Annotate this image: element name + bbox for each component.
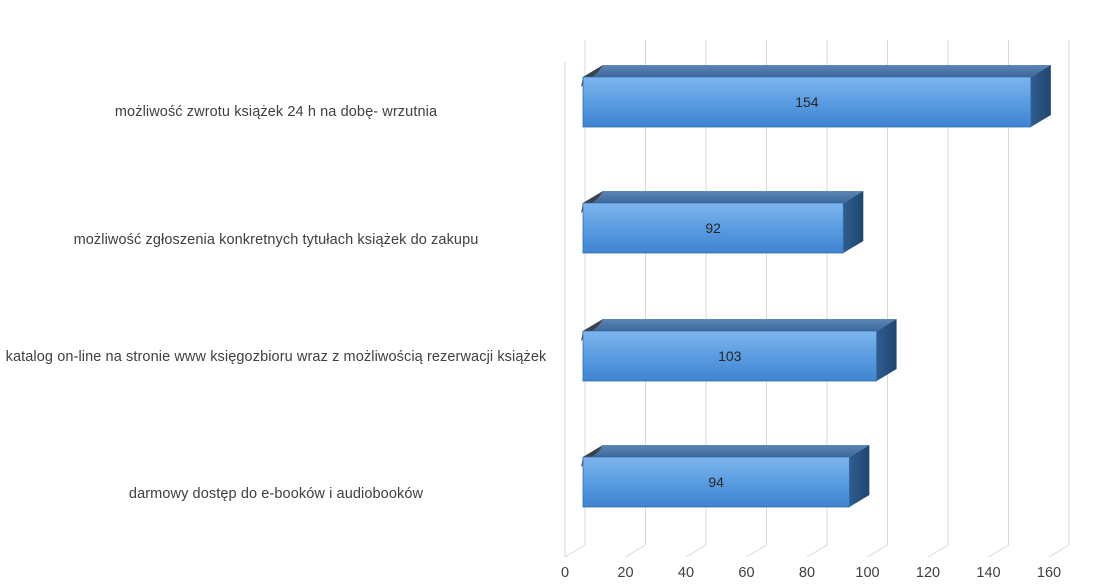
x-tick-label-8: 160 [1037, 565, 1061, 579]
floor-line-2 [685, 544, 707, 558]
category-label-0: możliwość zwrotu książek 24 h na dobę- w… [114, 104, 438, 120]
x-tick-label-6: 120 [916, 565, 940, 579]
bar-top-0 [583, 65, 1051, 77]
x-tick-label-7: 140 [976, 565, 1000, 579]
bar-front-1 [582, 202, 844, 254]
data-label-3: 94 [708, 474, 724, 490]
bar-1: 92 [581, 191, 864, 254]
category-label-3: darmowy dostęp do e-booków i audiobooków [128, 486, 424, 502]
bar-side-3 [849, 445, 870, 507]
x-tick-label-5: 100 [855, 565, 879, 579]
category-label-2: katalog on-line na stronie www księgozbi… [5, 349, 547, 365]
bar-front-0 [582, 76, 1032, 128]
bar-3: 94 [581, 445, 870, 508]
x-tick-label-2: 40 [678, 565, 694, 579]
floor-line-7 [988, 544, 1009, 558]
floor-line-1 [625, 544, 646, 558]
floor-line-3 [746, 544, 767, 558]
data-label-1: 92 [705, 220, 721, 236]
bar-0: 154 [581, 65, 1051, 128]
x-tick-label-4: 80 [799, 565, 815, 579]
bar-side-0 [1030, 65, 1051, 127]
bar-front-2 [582, 330, 877, 382]
bar-2: 103 [581, 319, 897, 382]
floor-line-4 [806, 544, 828, 558]
floor-line-6 [927, 544, 949, 558]
bar-top-1 [583, 191, 864, 203]
floor-line-8 [1048, 544, 1070, 558]
category-label-1: możliwość zgłoszenia konkretnych tytułac… [73, 232, 479, 248]
bar-side-2 [876, 319, 897, 381]
bar-front-3 [582, 456, 850, 508]
bar-side-1 [843, 191, 864, 253]
data-label-2: 103 [718, 348, 742, 364]
floor-line-0 [564, 544, 586, 558]
x-tick-label-0: 0 [561, 565, 569, 579]
x-tick-label-3: 60 [738, 565, 754, 579]
floor-line-5 [867, 544, 888, 558]
x-tick-label-1: 20 [617, 565, 633, 579]
data-label-0: 154 [795, 94, 819, 110]
bar-top-3 [583, 445, 870, 457]
bar-top-2 [583, 319, 897, 331]
